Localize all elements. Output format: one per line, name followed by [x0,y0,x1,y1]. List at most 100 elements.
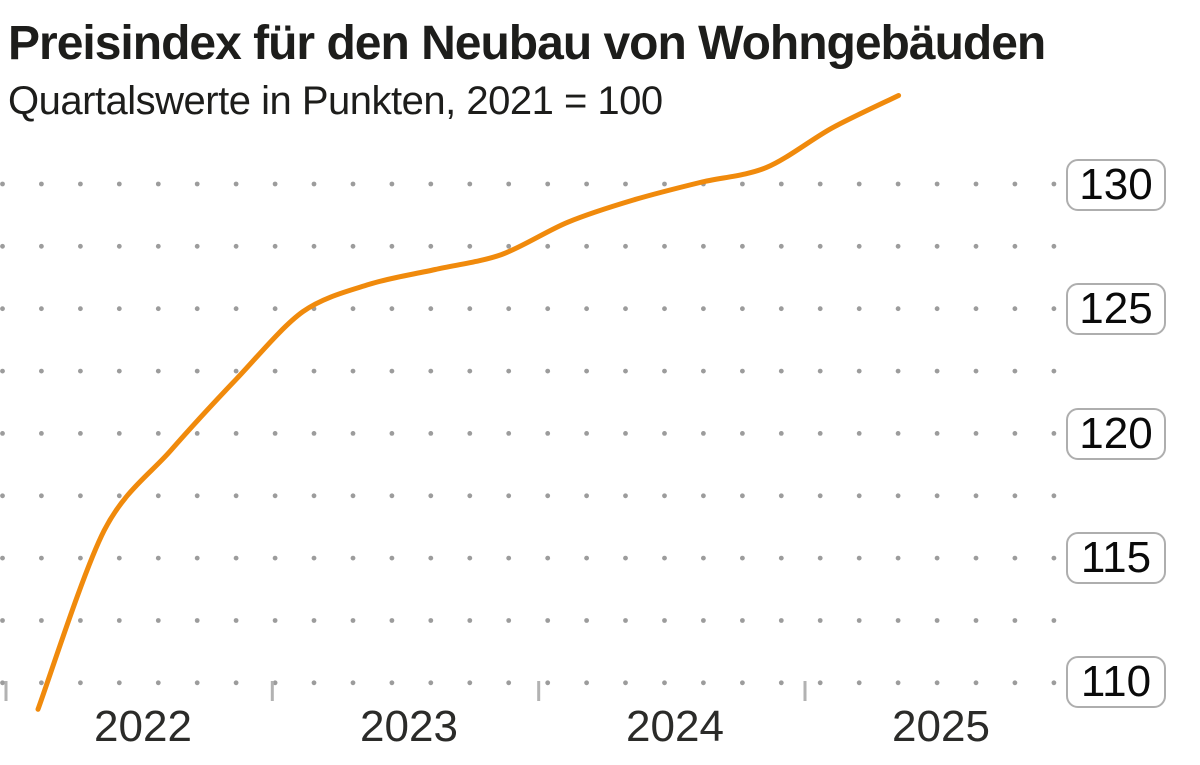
grid-dot [78,493,83,499]
grid-dot [350,680,356,686]
grid-dot [506,243,512,249]
grid-dot [155,431,161,436]
grid-dot [584,306,589,312]
grid-dot [740,493,745,499]
grid-dot [389,368,395,374]
grid-dot [467,368,473,374]
grid-dot [311,493,317,499]
grid-dot [1051,368,1057,374]
grid-dot [233,431,239,436]
grid-dot [584,680,589,686]
grid-dot [116,306,122,312]
grid-dot [428,306,434,312]
grid-dot [467,431,473,436]
grid-dot [740,555,745,561]
grid-dot [545,243,551,249]
grid-dot [39,555,44,561]
grid-dot [1051,555,1057,561]
grid-dot [1051,181,1057,187]
grid-dot [350,431,356,436]
grid-dot [817,368,823,374]
grid-dot [116,493,122,499]
grid-dot [623,306,628,312]
grid-dot [1012,680,1018,686]
grid-dot [584,181,589,187]
grid-dot [856,618,862,623]
grid-dot [506,555,512,561]
grid-dot [895,555,901,561]
y-axis-label: 110 [1080,657,1152,706]
grid-dot [350,368,356,374]
grid-dot [506,493,512,499]
grid-dot [895,181,901,187]
grid-dot [778,555,784,561]
grid-dot [1051,243,1057,249]
chart-title: Preisindex für den Neubau von Wohngebäud… [8,17,1046,70]
grid-dot [1051,618,1057,623]
grid-dot [1051,680,1057,686]
grid-dot [428,618,434,623]
grid-dot [1012,181,1018,187]
grid-dot [78,306,83,312]
grid-dot [155,555,161,561]
x-axis-tick [4,681,8,701]
grid-dot [194,306,200,312]
grid-dot [233,555,239,561]
grid-dot [1051,306,1057,312]
grid-dot [973,618,979,623]
grid-dot [740,181,745,187]
grid-dot [895,680,901,686]
x-axis-tick [803,681,807,701]
grid-dot [155,493,161,499]
grid-dot [155,680,161,686]
grid-dot [389,243,395,249]
grid-dot [350,181,356,187]
grid-dot [194,555,200,561]
grid-dot [467,618,473,623]
grid-dot [389,431,395,436]
grid-dot [506,618,512,623]
grid-dot [116,181,122,187]
chart-subtitle: Quartalswerte in Punkten, 2021 = 100 [8,79,663,123]
grid-dot [934,493,940,499]
grid-dot [467,181,473,187]
y-axis-label: 120 [1079,409,1153,458]
grid-dot [701,243,706,249]
grid-dot [233,243,239,249]
grid-dot [39,431,44,436]
grid-dot [701,618,706,623]
grid-dot [194,243,200,249]
grid-dot [428,243,434,249]
grid-dot [272,618,278,623]
grid-dot [740,368,745,374]
grid-dot [0,555,5,561]
grid-dot [272,680,278,686]
grid-dot [0,306,5,312]
grid-dot [272,306,278,312]
grid-dot [934,368,940,374]
grid-dot [506,368,512,374]
grid-dot [856,555,862,561]
grid-dot [817,680,823,686]
grid-dot [934,431,940,436]
grid-dot [194,368,200,374]
price-line [35,93,902,712]
grid-dot [233,493,239,499]
grid-dot [116,680,122,686]
grid-dot [623,618,628,623]
grid-dot [350,618,356,623]
grid-dot [545,306,551,312]
grid-dot [545,493,551,499]
grid-dot [973,431,979,436]
grid-dot [350,555,356,561]
grid-dot [584,368,589,374]
grid-dot [778,243,784,249]
grid-dot [194,181,200,187]
grid-dot [701,306,706,312]
grid-dot [467,243,473,249]
grid-dot [39,493,44,499]
grid-dot [39,243,44,249]
grid-dot [39,368,44,374]
grid-dot [1012,306,1018,312]
grid-dot [934,680,940,686]
